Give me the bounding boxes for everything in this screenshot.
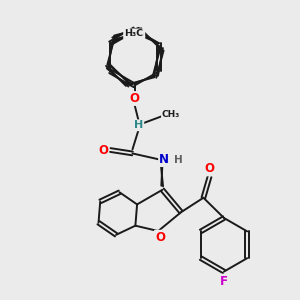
- Text: O: O: [205, 162, 214, 176]
- Text: H: H: [174, 154, 183, 165]
- Text: F: F: [220, 275, 228, 288]
- Text: H: H: [134, 120, 143, 130]
- Text: O: O: [98, 143, 108, 157]
- Text: CH₃: CH₃: [162, 110, 180, 119]
- Text: H₃C: H₃C: [124, 29, 143, 38]
- Text: O: O: [130, 92, 140, 105]
- Text: O: O: [155, 231, 165, 244]
- Text: CH₃: CH₃: [125, 29, 145, 38]
- Text: N: N: [159, 153, 169, 166]
